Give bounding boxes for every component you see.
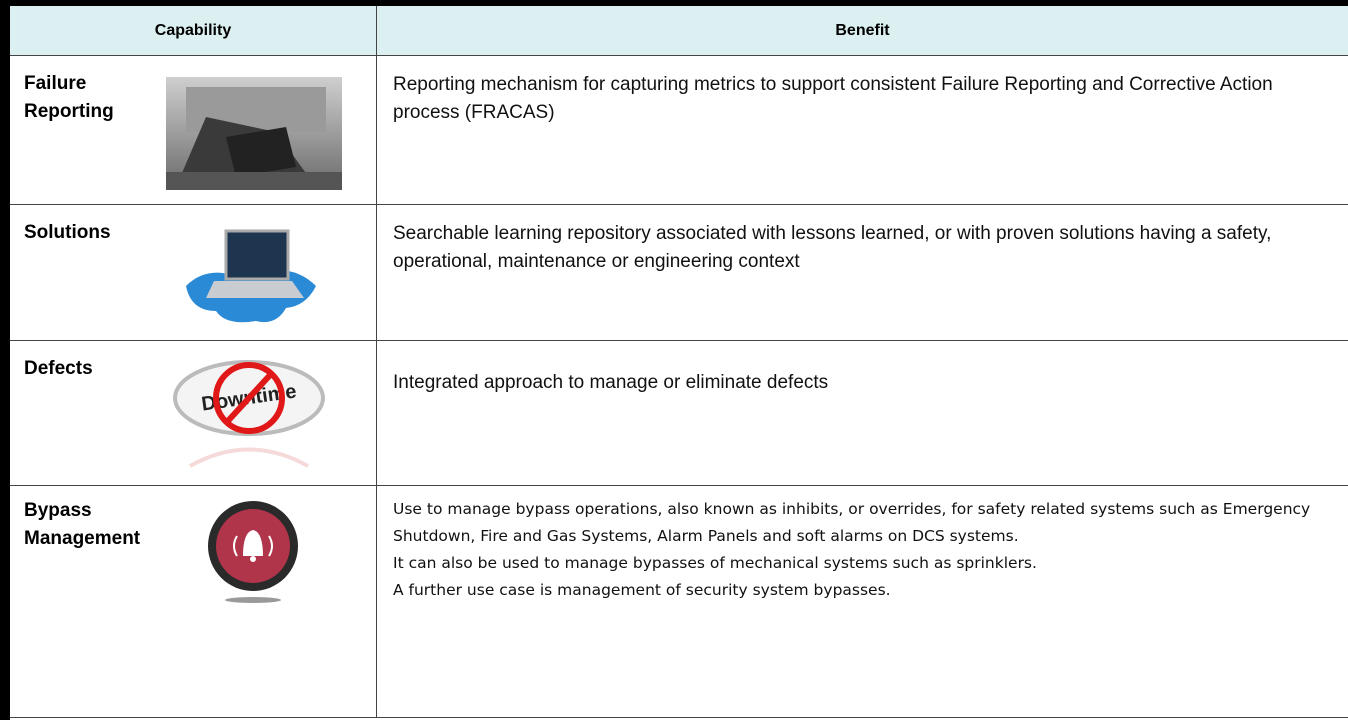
- icon-laptop-puzzle: [186, 229, 316, 323]
- benefit-line: Searchable learning repository associate…: [393, 223, 1272, 272]
- row-divider: [10, 204, 1348, 205]
- benefit: Integrated approach to manage or elimina…: [393, 369, 1338, 397]
- benefit-line: Use to manage bypass operations, also kn…: [393, 500, 1311, 545]
- row-divider: [10, 485, 1348, 486]
- icon-alarm-bell: [208, 501, 298, 603]
- row-divider: [10, 340, 1348, 341]
- header-cell: Capability: [10, 6, 376, 55]
- benefit: Reporting mechanism for capturing metric…: [393, 71, 1338, 127]
- left-border: [0, 0, 10, 720]
- top-border: [0, 0, 1348, 6]
- photo-train-wreck: [166, 77, 342, 190]
- capability: Defects: [24, 358, 93, 379]
- header-cell: Benefit: [377, 6, 1348, 55]
- capability: Failure Reporting: [24, 73, 114, 122]
- benefit-line: Integrated approach to manage or elimina…: [393, 372, 829, 393]
- benefit-line: A further use case is management of secu…: [393, 581, 891, 599]
- benefit-line: Reporting mechanism for capturing metric…: [393, 74, 1273, 123]
- row-divider: [10, 55, 1348, 56]
- capability: Solutions: [24, 222, 111, 243]
- capability: Bypass Management: [24, 500, 141, 549]
- benefit: Use to manage bypass operations, also kn…: [393, 496, 1338, 604]
- benefit-line: It can also be used to manage bypasses o…: [393, 554, 1037, 572]
- row-divider: [10, 717, 1348, 718]
- icon-no-downtime: Downtime: [173, 360, 325, 468]
- column-divider: [376, 6, 377, 718]
- benefit: Searchable learning repository associate…: [393, 220, 1338, 276]
